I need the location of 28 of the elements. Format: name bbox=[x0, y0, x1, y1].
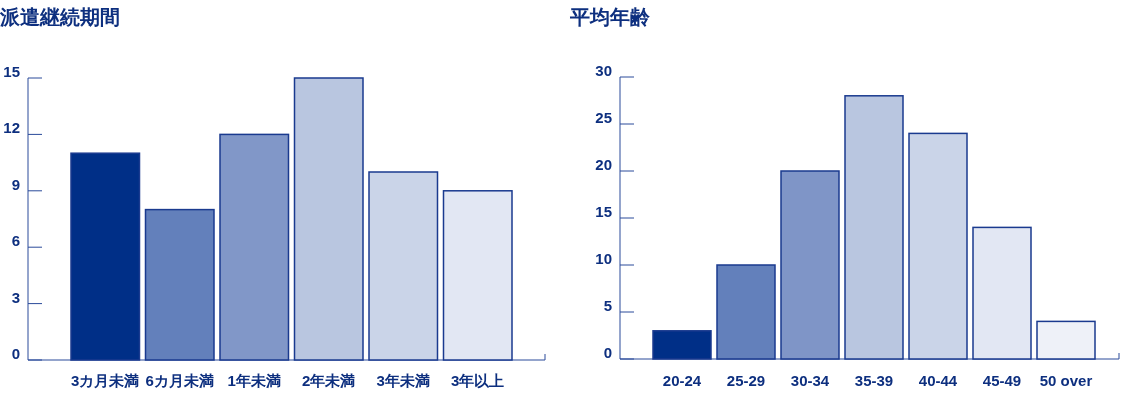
x-tick-label: 20-24 bbox=[662, 372, 702, 389]
x-tick-label: 3カ月未満 bbox=[71, 372, 140, 389]
y-tick-label: 20 bbox=[595, 156, 612, 173]
x-tick-label: 1年未満 bbox=[227, 372, 281, 389]
y-tick-label: 6 bbox=[11, 232, 20, 250]
x-tick-label: 35-39 bbox=[854, 372, 894, 389]
x-tick-label: 3年以上 bbox=[451, 372, 505, 389]
x-tick-label: 25-29 bbox=[726, 372, 766, 389]
y-tick-label: 12 bbox=[3, 119, 20, 137]
chart-title: 平均年齢 bbox=[569, 6, 651, 28]
y-tick-label: 10 bbox=[595, 250, 612, 267]
y-tick-label: 30 bbox=[595, 62, 612, 79]
y-tick-label: 0 bbox=[11, 345, 20, 362]
y-tick-label: 15 bbox=[3, 63, 20, 80]
y-tick-label: 0 bbox=[603, 344, 612, 361]
y-tick-label: 25 bbox=[595, 109, 612, 126]
chart-title: 派遣継続期間 bbox=[0, 6, 120, 28]
x-tick-label: 50 over bbox=[1039, 372, 1093, 389]
x-tick-label: 3年未満 bbox=[376, 372, 430, 389]
x-tick-label: 45-49 bbox=[982, 372, 1022, 389]
y-tick-label: 9 bbox=[11, 175, 20, 193]
y-tick-label: 5 bbox=[603, 297, 612, 314]
x-tick-label: 6カ月未満 bbox=[145, 372, 214, 389]
y-tick-label: 3 bbox=[11, 288, 20, 306]
x-tick-label: 2年未満 bbox=[302, 372, 356, 389]
x-tick-label: 30-34 bbox=[790, 372, 830, 389]
x-tick-label: 40-44 bbox=[918, 372, 958, 389]
y-tick-label: 15 bbox=[595, 203, 612, 220]
